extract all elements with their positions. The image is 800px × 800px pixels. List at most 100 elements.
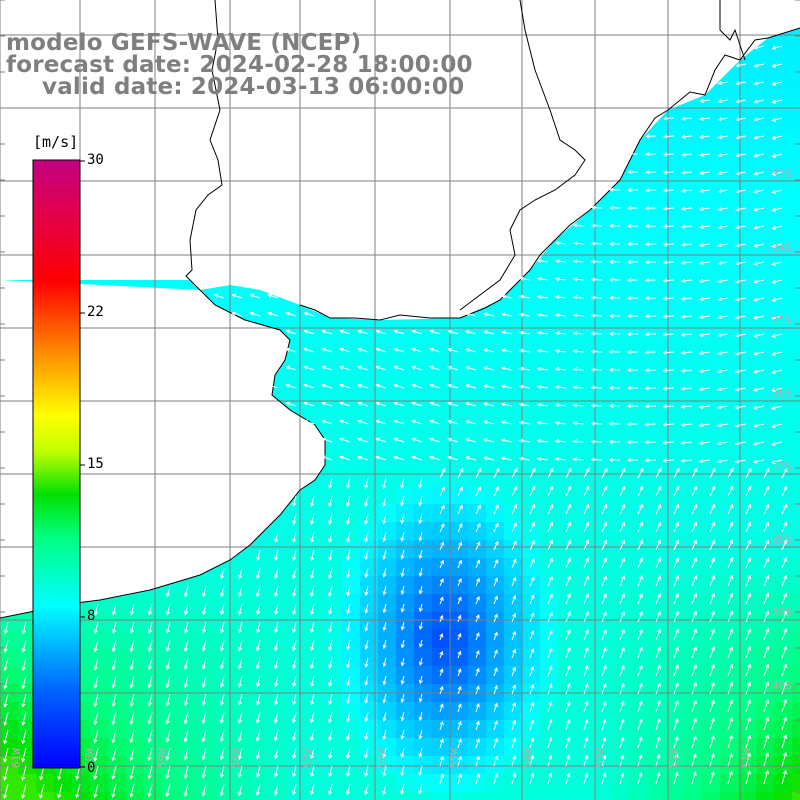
- wind-arrow: [310, 531, 315, 544]
- speed-cell: [558, 414, 577, 433]
- speed-cell: [450, 594, 469, 613]
- speed-cell: [720, 108, 739, 127]
- speed-cell: [0, 792, 19, 800]
- wind-arrow: [418, 657, 423, 667]
- speed-cell: [774, 234, 793, 253]
- wind-arrow: [457, 755, 462, 767]
- wind-arrow: [727, 699, 734, 713]
- speed-cell: [378, 558, 397, 577]
- wind-arrow: [309, 711, 315, 724]
- wind-arrow: [752, 351, 765, 356]
- speed-cell: [486, 756, 505, 775]
- speed-cell: [90, 774, 109, 793]
- speed-cell: [468, 720, 487, 739]
- wind-arrow: [129, 603, 135, 616]
- speed-cell: [540, 738, 559, 757]
- wind-arrow: [291, 621, 297, 634]
- speed-cell: [756, 198, 775, 217]
- wind-arrow: [183, 621, 189, 634]
- speed-cell: [54, 792, 73, 800]
- wind-arrow: [691, 575, 698, 587]
- wind-arrow: [291, 729, 297, 742]
- wind-arrow: [590, 259, 603, 264]
- speed-cell: [774, 756, 793, 775]
- speed-cell: [396, 414, 415, 433]
- wind-arrow: [673, 485, 680, 497]
- wind-arrow: [680, 278, 693, 283]
- wind-arrow: [644, 278, 657, 283]
- wind-arrow: [644, 314, 657, 319]
- speed-cell: [720, 396, 739, 415]
- speed-cell: [576, 360, 595, 379]
- wind-arrow: [418, 477, 423, 490]
- wind-arrow: [691, 592, 698, 605]
- wind-arrow: [608, 385, 621, 390]
- wind-arrow: [735, 63, 747, 68]
- speed-cell: [360, 486, 379, 505]
- wind-arrow: [183, 729, 189, 743]
- wind-arrow: [429, 329, 441, 335]
- speed-cell: [432, 612, 451, 631]
- wind-arrow: [309, 747, 315, 760]
- wind-arrow: [590, 223, 603, 228]
- speed-cell: [738, 288, 757, 307]
- wind-arrow: [429, 401, 441, 407]
- speed-cell: [216, 666, 235, 685]
- wind-arrow: [493, 485, 500, 497]
- speed-cell: [630, 252, 649, 271]
- speed-cell: [774, 324, 793, 343]
- wind-arrow: [771, 351, 783, 356]
- wind-arrow: [554, 403, 567, 408]
- speed-cell: [774, 540, 793, 559]
- wind-arrow: [39, 783, 45, 799]
- speed-cell: [162, 666, 181, 685]
- wind-arrow: [691, 503, 698, 515]
- wind-arrow: [655, 664, 661, 677]
- speed-cell: [702, 432, 721, 451]
- wind-arrow: [753, 261, 765, 266]
- wind-arrow: [781, 769, 788, 785]
- wind-arrow: [418, 549, 423, 560]
- wind-arrow: [745, 485, 752, 497]
- wind-arrow: [781, 557, 788, 569]
- speed-cell: [252, 576, 271, 595]
- wind-arrow: [457, 559, 463, 569]
- wind-arrow: [382, 621, 387, 632]
- wind-arrow: [572, 259, 585, 264]
- wind-arrow: [698, 332, 711, 338]
- speed-cell: [432, 648, 451, 667]
- wind-arrow: [147, 747, 153, 762]
- wind-arrow: [619, 467, 626, 479]
- wind-arrow: [219, 729, 225, 743]
- wind-arrow: [608, 259, 621, 264]
- wind-arrow: [346, 621, 351, 633]
- speed-cell: [360, 576, 379, 595]
- wind-arrow: [255, 585, 261, 598]
- wind-arrow: [518, 456, 531, 461]
- wind-arrow: [709, 752, 715, 767]
- wind-arrow: [273, 711, 279, 724]
- speed-cell: [702, 522, 721, 541]
- speed-cell: [630, 540, 649, 559]
- wind-arrow: [637, 664, 643, 677]
- speed-cell: [720, 594, 739, 613]
- speed-cell: [648, 558, 667, 577]
- speed-cell: [648, 540, 667, 559]
- wind-arrow: [727, 734, 733, 749]
- wind-arrow: [3, 711, 9, 727]
- speed-cell: [144, 702, 163, 721]
- speed-cell: [360, 504, 379, 523]
- speed-cell: [738, 378, 757, 397]
- wind-arrow: [3, 729, 9, 745]
- wind-arrow: [418, 603, 423, 613]
- wind-arrow: [500, 384, 513, 389]
- speed-cell: [342, 720, 361, 739]
- wind-arrow: [781, 610, 788, 623]
- speed-cell: [738, 504, 757, 523]
- speed-cell: [450, 738, 469, 757]
- wind-arrow: [291, 783, 297, 796]
- speed-cell: [558, 774, 577, 793]
- speed-cell: [648, 324, 667, 343]
- wind-arrow: [519, 276, 531, 281]
- speed-cell: [522, 666, 541, 685]
